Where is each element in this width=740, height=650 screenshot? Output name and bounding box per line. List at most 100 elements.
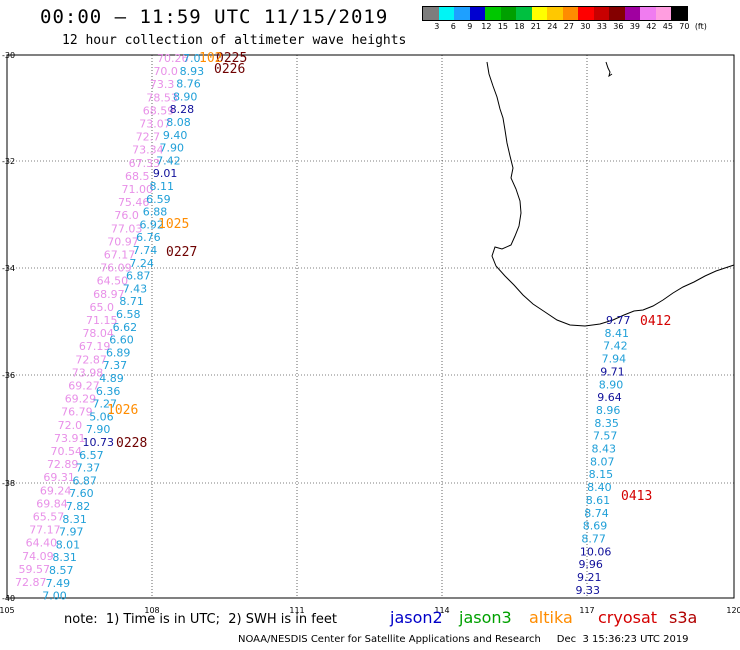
swh-value: 64.50 — [97, 275, 128, 288]
swh-value: 65.57 — [33, 511, 65, 524]
swh-value: 70.26 — [157, 52, 189, 65]
swh-value: 9.96 — [578, 558, 603, 571]
swh-value: 73.07 — [139, 118, 171, 131]
swh-value: 7.27 — [93, 398, 118, 411]
color-swatch — [516, 7, 532, 20]
swh-value: 7.90 — [160, 142, 185, 155]
legend-item-cryosat: cryosat — [598, 608, 658, 627]
swh-value: 8.74 — [584, 507, 609, 520]
swh-value: 7.97 — [59, 526, 84, 539]
color-swatch — [438, 7, 454, 20]
swh-value: 8.31 — [62, 513, 87, 526]
swh-value: 67.19 — [79, 340, 111, 353]
swh-value: 7.57 — [593, 430, 618, 443]
swh-value: 7.43 — [123, 282, 148, 295]
swh-value: 8.61 — [586, 494, 611, 507]
swh-value: 68.97 — [93, 288, 125, 301]
swh-value: 9.40 — [163, 129, 188, 142]
color-scale-label: 18 — [514, 22, 525, 31]
color-swatch — [469, 7, 485, 20]
latitude-tick-label: -40 — [2, 594, 15, 603]
color-scale-label: 36 — [613, 22, 624, 31]
swh-value: 6.58 — [116, 308, 141, 321]
swh-value: 8.07 — [590, 455, 615, 468]
swh-value: 76.79 — [61, 406, 93, 419]
swh-value: 8.40 — [587, 481, 612, 494]
swh-value: 78.53 — [146, 91, 178, 104]
swh-value: 6.87 — [126, 270, 151, 283]
swh-value: 69.29 — [65, 393, 97, 406]
swh-value: 6.57 — [79, 449, 104, 462]
swh-value: 7.00 — [42, 590, 67, 603]
swh-value: 74.09 — [22, 550, 53, 563]
color-scale-label: 27 — [563, 22, 574, 31]
swh-value: 77.17 — [29, 524, 61, 537]
swh-value: 8.77 — [581, 532, 606, 545]
axis-tick-labels: 105 108 111 114 117 120 -30 -32 -34 -36 -38 -40 — [0, 51, 740, 615]
map-frame — [6, 54, 735, 599]
swh-value: 8.01 — [56, 538, 80, 551]
swh-value: 69.24 — [40, 484, 72, 497]
swh-value: 7.37 — [76, 462, 101, 475]
swh-value: 6.60 — [109, 334, 134, 347]
longitude-tick-label: 117 — [579, 606, 594, 615]
swh-value: 71.15 — [86, 314, 118, 327]
swh-value: 72.0 — [58, 419, 83, 432]
longitude-tick-label: 120 — [726, 606, 740, 615]
swh-value: 8.71 — [119, 295, 144, 308]
map-border — [6, 54, 735, 599]
swh-value: 9.01 — [153, 167, 178, 180]
latitude-tick-label: -36 — [2, 371, 15, 380]
pass-time-label: 0228 — [116, 436, 147, 451]
color-scale-label: 12 — [481, 22, 492, 31]
swh-value: 8.15 — [589, 468, 614, 481]
swh-value: 9.21 — [577, 571, 602, 584]
pass-time-label: 1026 — [107, 403, 138, 418]
color-scale-label: 6 — [450, 22, 456, 31]
swh-value: 7.74 — [133, 244, 158, 257]
swh-value: 75.46 — [118, 196, 150, 209]
swh-value: 8.11 — [150, 180, 175, 193]
color-scale-label: 30 — [580, 22, 591, 31]
latitude-tick-label: -30 — [2, 51, 15, 60]
pass-time-label: 0225 — [216, 51, 247, 66]
swh-value: 8.93 — [180, 65, 205, 78]
swh-value: 8.90 — [173, 90, 198, 103]
swh-value: 78.04 — [82, 327, 114, 340]
pass-time-label: 0227 — [166, 245, 197, 260]
color-swatch — [671, 7, 687, 20]
swh-value: 8.28 — [170, 103, 195, 116]
swh-observations: 70.2670.073.378.5368.5973.0772.773.3467.… — [15, 52, 631, 603]
swh-value: 73.3 — [150, 78, 175, 91]
map-subtitle: 12 hour collection of altimeter wave hei… — [62, 33, 407, 48]
swh-value: 76.0 — [114, 209, 138, 222]
credit-line: NOAA/NESDIS Center for Satellite Applica… — [238, 634, 689, 645]
swh-value: 6.88 — [143, 206, 168, 219]
swh-value: 70.54 — [51, 445, 83, 458]
swh-value: 72.89 — [47, 458, 78, 471]
color-scale-label: 21 — [530, 22, 541, 31]
swh-value: 7.82 — [66, 500, 91, 513]
legend-item-jason3: jason3 — [459, 608, 512, 627]
swh-value: 69.27 — [68, 380, 100, 393]
color-swatch — [578, 7, 594, 20]
color-swatch — [454, 7, 470, 20]
color-swatch — [531, 7, 547, 20]
swh-value: 8.41 — [605, 327, 630, 340]
swh-value: 8.76 — [176, 78, 201, 91]
longitude-tick-label: 105 — [0, 606, 15, 615]
color-swatch — [547, 7, 563, 20]
swh-value: 7.49 — [46, 577, 71, 590]
swh-value: 8.43 — [592, 443, 617, 456]
swh-value: 7.42 — [603, 340, 628, 353]
swh-value: 59.57 — [19, 563, 51, 576]
footer-note: note: 1) Time is in UTC; 2) SWH is in fe… — [64, 612, 337, 627]
legend-item-jason2: jason2 — [390, 608, 443, 627]
color-scale-label: 15 — [497, 22, 508, 31]
longitude-tick-label: 111 — [289, 606, 304, 615]
swh-value: 8.08 — [166, 116, 191, 129]
swh-value: 5.06 — [89, 410, 114, 423]
